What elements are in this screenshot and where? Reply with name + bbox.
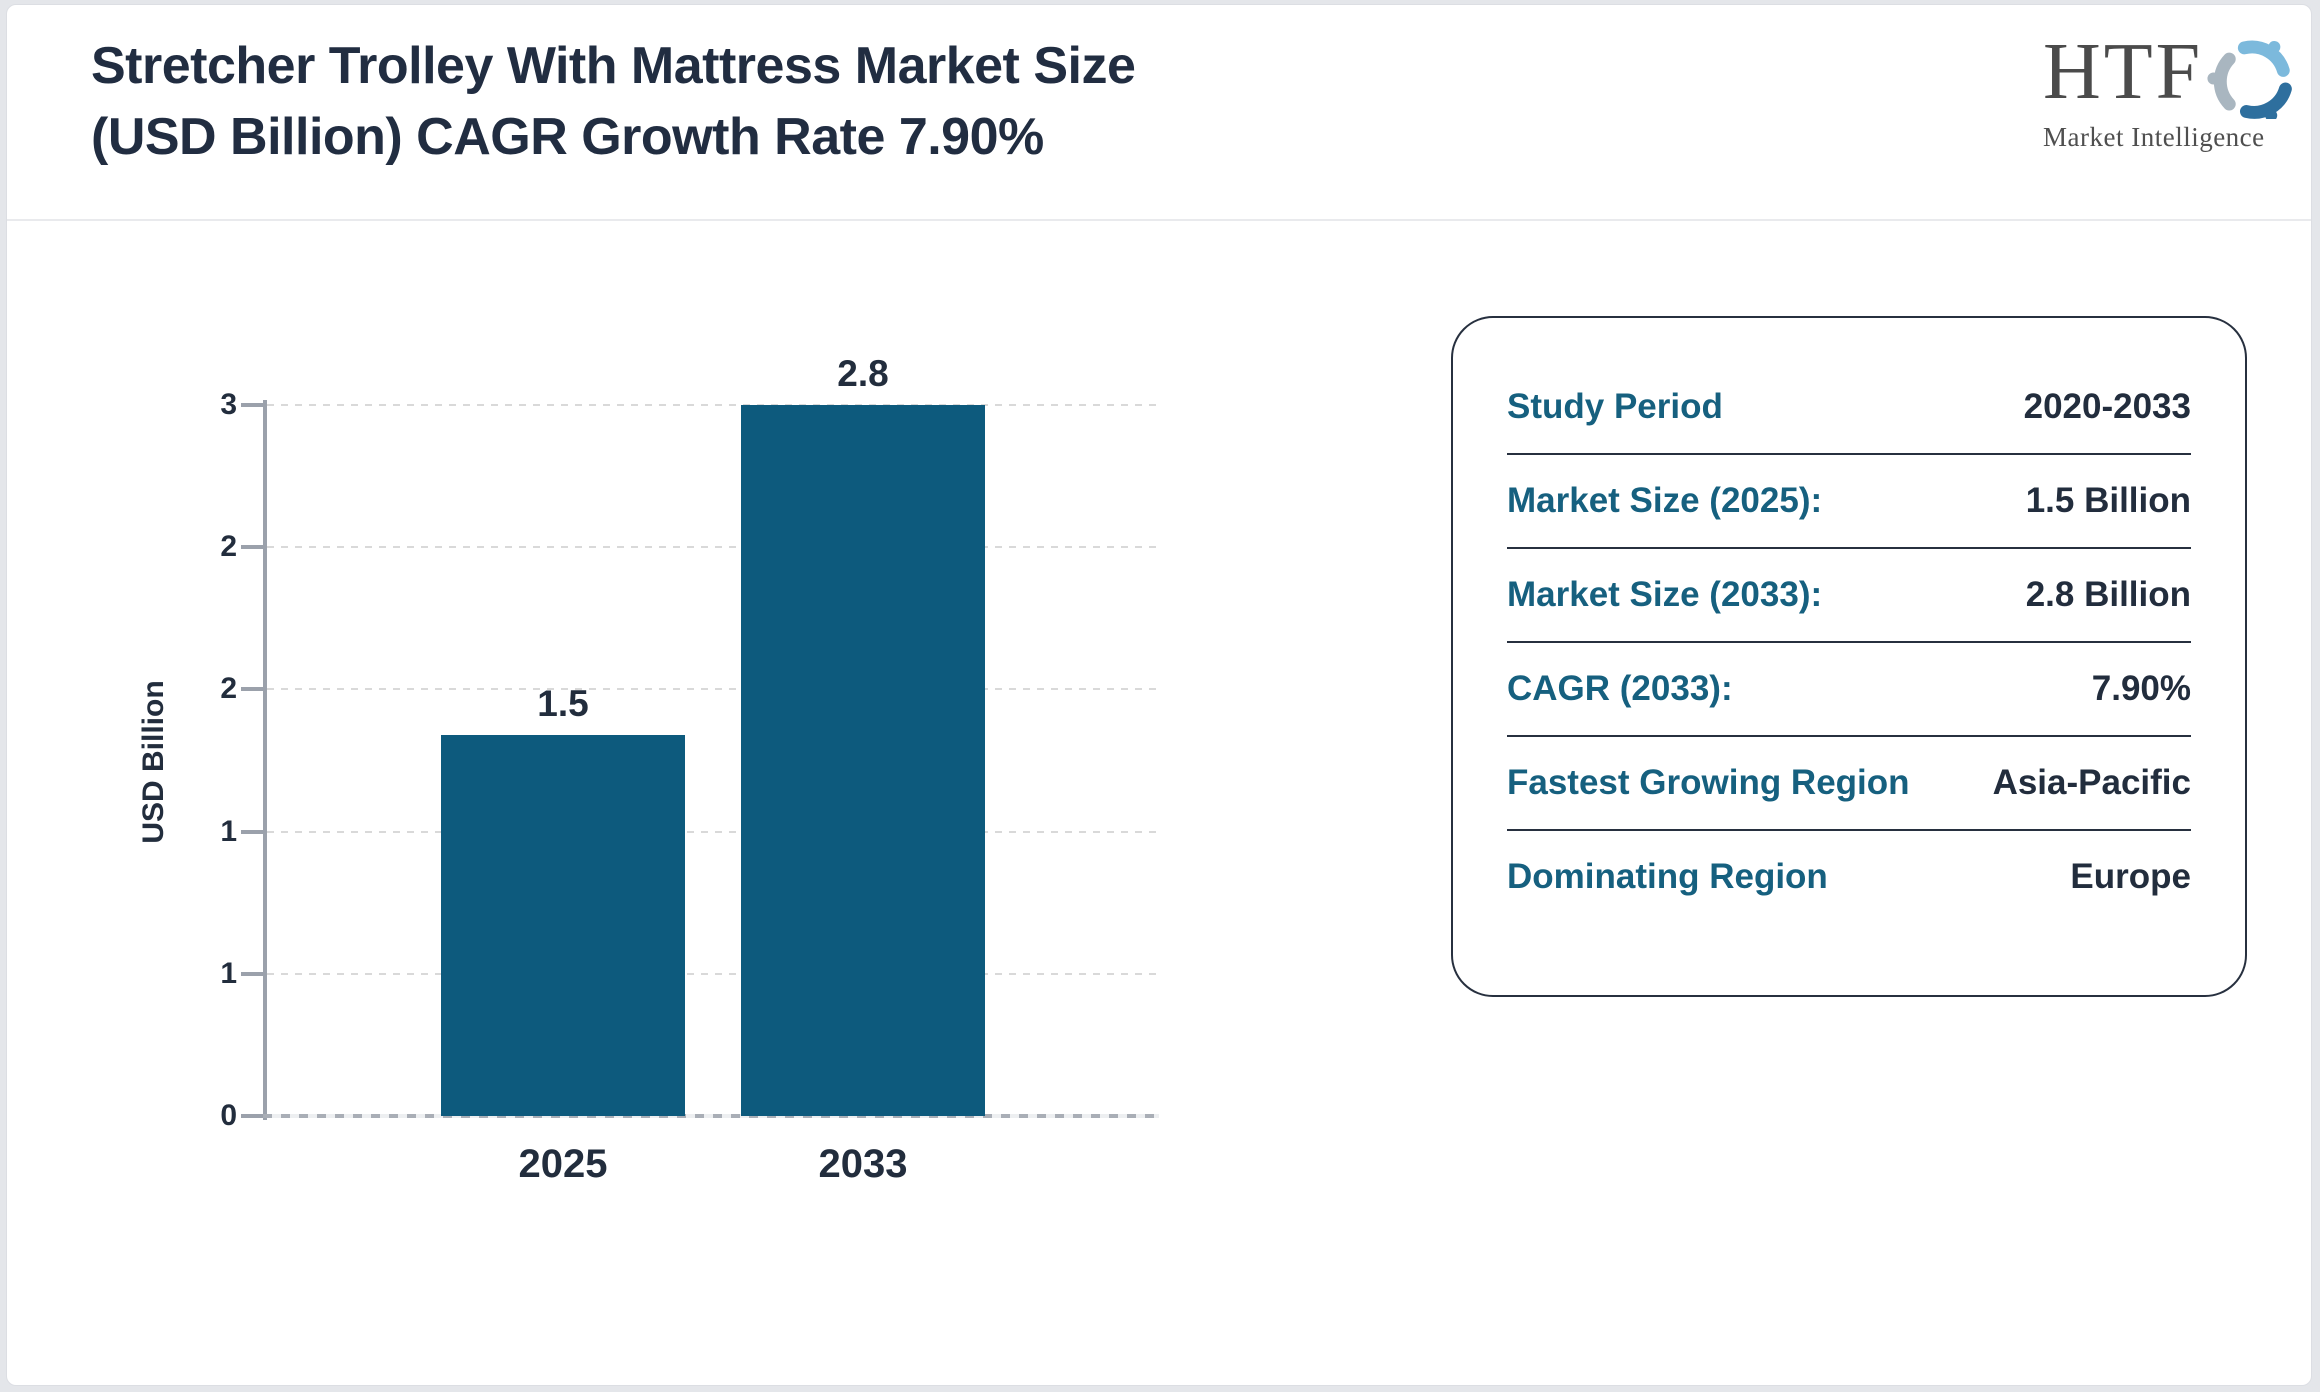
- y-tick-label: 0: [220, 1099, 237, 1132]
- panel-row-value: Asia-Pacific: [1992, 763, 2191, 802]
- gridline: [267, 546, 1159, 549]
- market-summary-panel: Study Period 2020-2033 Market Size (2025):…: [1451, 316, 2247, 997]
- y-tick-mark: [241, 971, 263, 976]
- panel-row: Market Size (2033): 2.8 Billion: [1507, 549, 2191, 643]
- bar-chart: USD Billion 0 1 1 2 2 3 1.5 2025 2.8 2033: [7, 5, 2311, 1385]
- panel-row-value: 2020-2033: [2023, 387, 2191, 426]
- x-axis-category-label: 2025: [518, 1142, 608, 1186]
- panel-row-label: Study Period: [1507, 387, 1723, 426]
- y-tick-label: 2: [220, 530, 237, 564]
- panel-row-value: Europe: [2070, 857, 2191, 896]
- panel-row-label: CAGR (2033):: [1507, 669, 1733, 708]
- y-tick-mark: [241, 545, 263, 550]
- y-tick-mark: [241, 403, 263, 407]
- y-tick-label: 1: [220, 814, 237, 848]
- y-tick-mark: [241, 829, 263, 834]
- gridline: [267, 972, 1159, 975]
- y-tick-mark: [241, 1114, 263, 1118]
- panel-row-label: Dominating Region: [1507, 857, 1828, 896]
- panel-row: CAGR (2033): 7.90%: [1507, 643, 2191, 737]
- gridline: [267, 404, 1159, 406]
- y-tick-mark: [241, 687, 263, 692]
- y-axis-line: [263, 400, 267, 1120]
- company-logo: HTF Market Intelligence: [2043, 28, 2311, 153]
- report-card: Stretcher Trolley With Mattress Market S…: [6, 4, 2312, 1386]
- logo-swirl-icon: [2207, 33, 2299, 124]
- panel-row-label: Fastest Growing Region: [1507, 763, 1910, 802]
- bar-value-label: 1.5: [537, 683, 589, 725]
- bar-value-label: 2.8: [837, 353, 889, 394]
- logo-subtext: Market Intelligence: [2043, 122, 2265, 152]
- y-tick-label: 1: [220, 956, 237, 990]
- x-axis-category-label: 2033: [818, 1142, 908, 1186]
- panel-row: Fastest Growing Region Asia-Pacific: [1507, 737, 2191, 831]
- bar-2033: [741, 405, 985, 1116]
- gridline: [267, 830, 1159, 833]
- y-tick-label: 3: [220, 388, 237, 421]
- panel-row-value: 1.5 Billion: [2025, 481, 2191, 520]
- y-tick-label: 2: [220, 672, 237, 706]
- bar-2025: [441, 735, 685, 1116]
- logo-text: HTF: [2043, 28, 2204, 116]
- panel-row-label: Market Size (2025):: [1507, 481, 1823, 520]
- panel-row: Dominating Region Europe: [1507, 831, 2191, 923]
- y-axis-title: USD Billion: [137, 680, 170, 844]
- panel-row-value: 7.90%: [2091, 669, 2191, 708]
- page-title: Stretcher Trolley With Mattress Market S…: [91, 37, 1136, 166]
- panel-row-label: Market Size (2033):: [1507, 575, 1823, 614]
- gridline: [267, 688, 1159, 691]
- x-axis-baseline: [263, 1114, 1159, 1118]
- panel-row: Market Size (2025): 1.5 Billion: [1507, 455, 2191, 549]
- panel-row: Study Period 2020-2033: [1507, 361, 2191, 455]
- header-divider: [7, 219, 2311, 221]
- panel-row-value: 2.8 Billion: [2025, 575, 2191, 614]
